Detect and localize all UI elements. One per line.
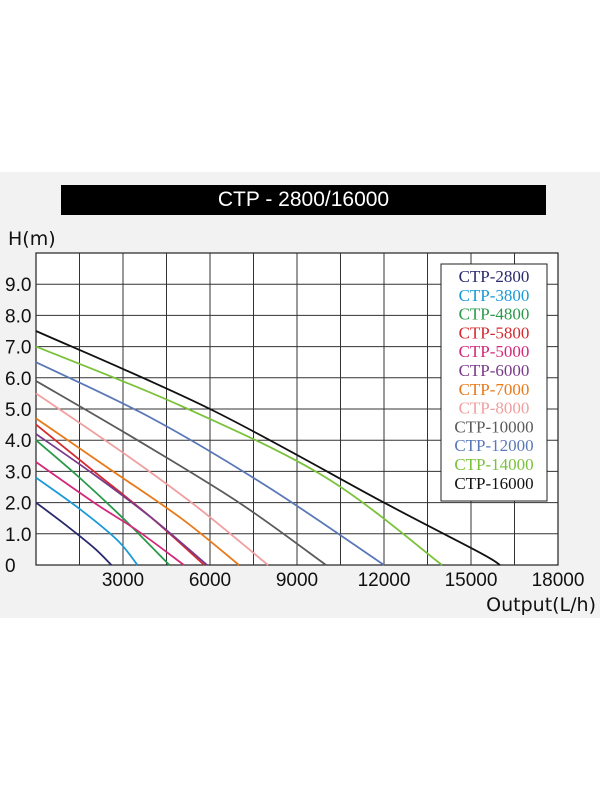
y-tick-label: 7.0 <box>5 338 31 359</box>
legend-entry-ctp-16000: CTP-16000 <box>454 474 533 493</box>
legend-entry-ctp-10000: CTP-10000 <box>454 417 533 436</box>
curves <box>35 330 501 566</box>
legend-entry-ctp-3800: CTP-3800 <box>459 286 530 305</box>
series-line-ctp-6000 <box>35 433 208 566</box>
series-line-ctp-4800 <box>35 439 171 566</box>
x-tick-label: 6000 <box>189 570 231 591</box>
legend-entry-ctp-8000: CTP-8000 <box>459 399 530 418</box>
chart-title: CTP - 2800/16000 <box>61 185 546 215</box>
x-axis-label: Output(L/h) <box>486 594 596 616</box>
series-line-ctp-8000 <box>35 392 269 566</box>
series-line-ctp-5000 <box>35 461 185 566</box>
x-tick-label: 18000 <box>532 570 585 591</box>
series-line-ctp-12000 <box>35 361 385 566</box>
legend-entry-ctp-14000: CTP-14000 <box>454 455 533 474</box>
series-line-ctp-7000 <box>35 417 240 566</box>
series-line-ctp-10000 <box>35 380 327 566</box>
y-tick-label: 8.0 <box>5 306 31 327</box>
y-tick-label: 9.0 <box>5 275 31 296</box>
legend: CTP-2800CTP-3800CTP-4800CTP-5800CTP-5000… <box>440 263 548 502</box>
legend-entry-ctp-4800: CTP-4800 <box>459 305 530 324</box>
y-tick-label: 3.0 <box>5 462 31 483</box>
x-tick-label: 12000 <box>358 570 411 591</box>
y-axis-label: H(m) <box>8 228 56 250</box>
series-line-ctp-3800 <box>35 476 139 566</box>
y-tick-label: 1.0 <box>5 525 31 546</box>
y-tick-label: 0 <box>5 556 16 577</box>
series-line-ctp-5800 <box>35 423 205 566</box>
legend-entry-ctp-5800: CTP-5800 <box>459 323 530 342</box>
series-line-ctp-2800 <box>35 501 113 566</box>
legend-entry-ctp-7000: CTP-7000 <box>459 380 530 399</box>
y-tick-label: 5.0 <box>5 400 31 421</box>
legend-box <box>440 263 548 502</box>
legend-entry-ctp-2800: CTP-2800 <box>459 267 530 286</box>
y-tick-label: 4.0 <box>5 431 31 452</box>
x-tick-label: 3000 <box>102 570 144 591</box>
tick-labels: 0 1.0 2.0 3.0 4.0 5.0 6.0 7.0 8.0 9.0 3000 6000 9000… <box>5 275 584 591</box>
legend-entry-ctp-12000: CTP-12000 <box>454 436 533 455</box>
y-tick-label: 2.0 <box>5 494 31 515</box>
legend-entry-ctp-6000: CTP-6000 <box>459 361 530 380</box>
x-tick-label: 9000 <box>276 570 318 591</box>
series-line-ctp-14000 <box>35 345 443 566</box>
x-tick-label: 15000 <box>445 570 498 591</box>
series-line-ctp-16000 <box>35 330 501 566</box>
y-tick-label: 6.0 <box>5 369 31 390</box>
legend-entry-ctp-5000: CTP-5000 <box>459 342 530 361</box>
